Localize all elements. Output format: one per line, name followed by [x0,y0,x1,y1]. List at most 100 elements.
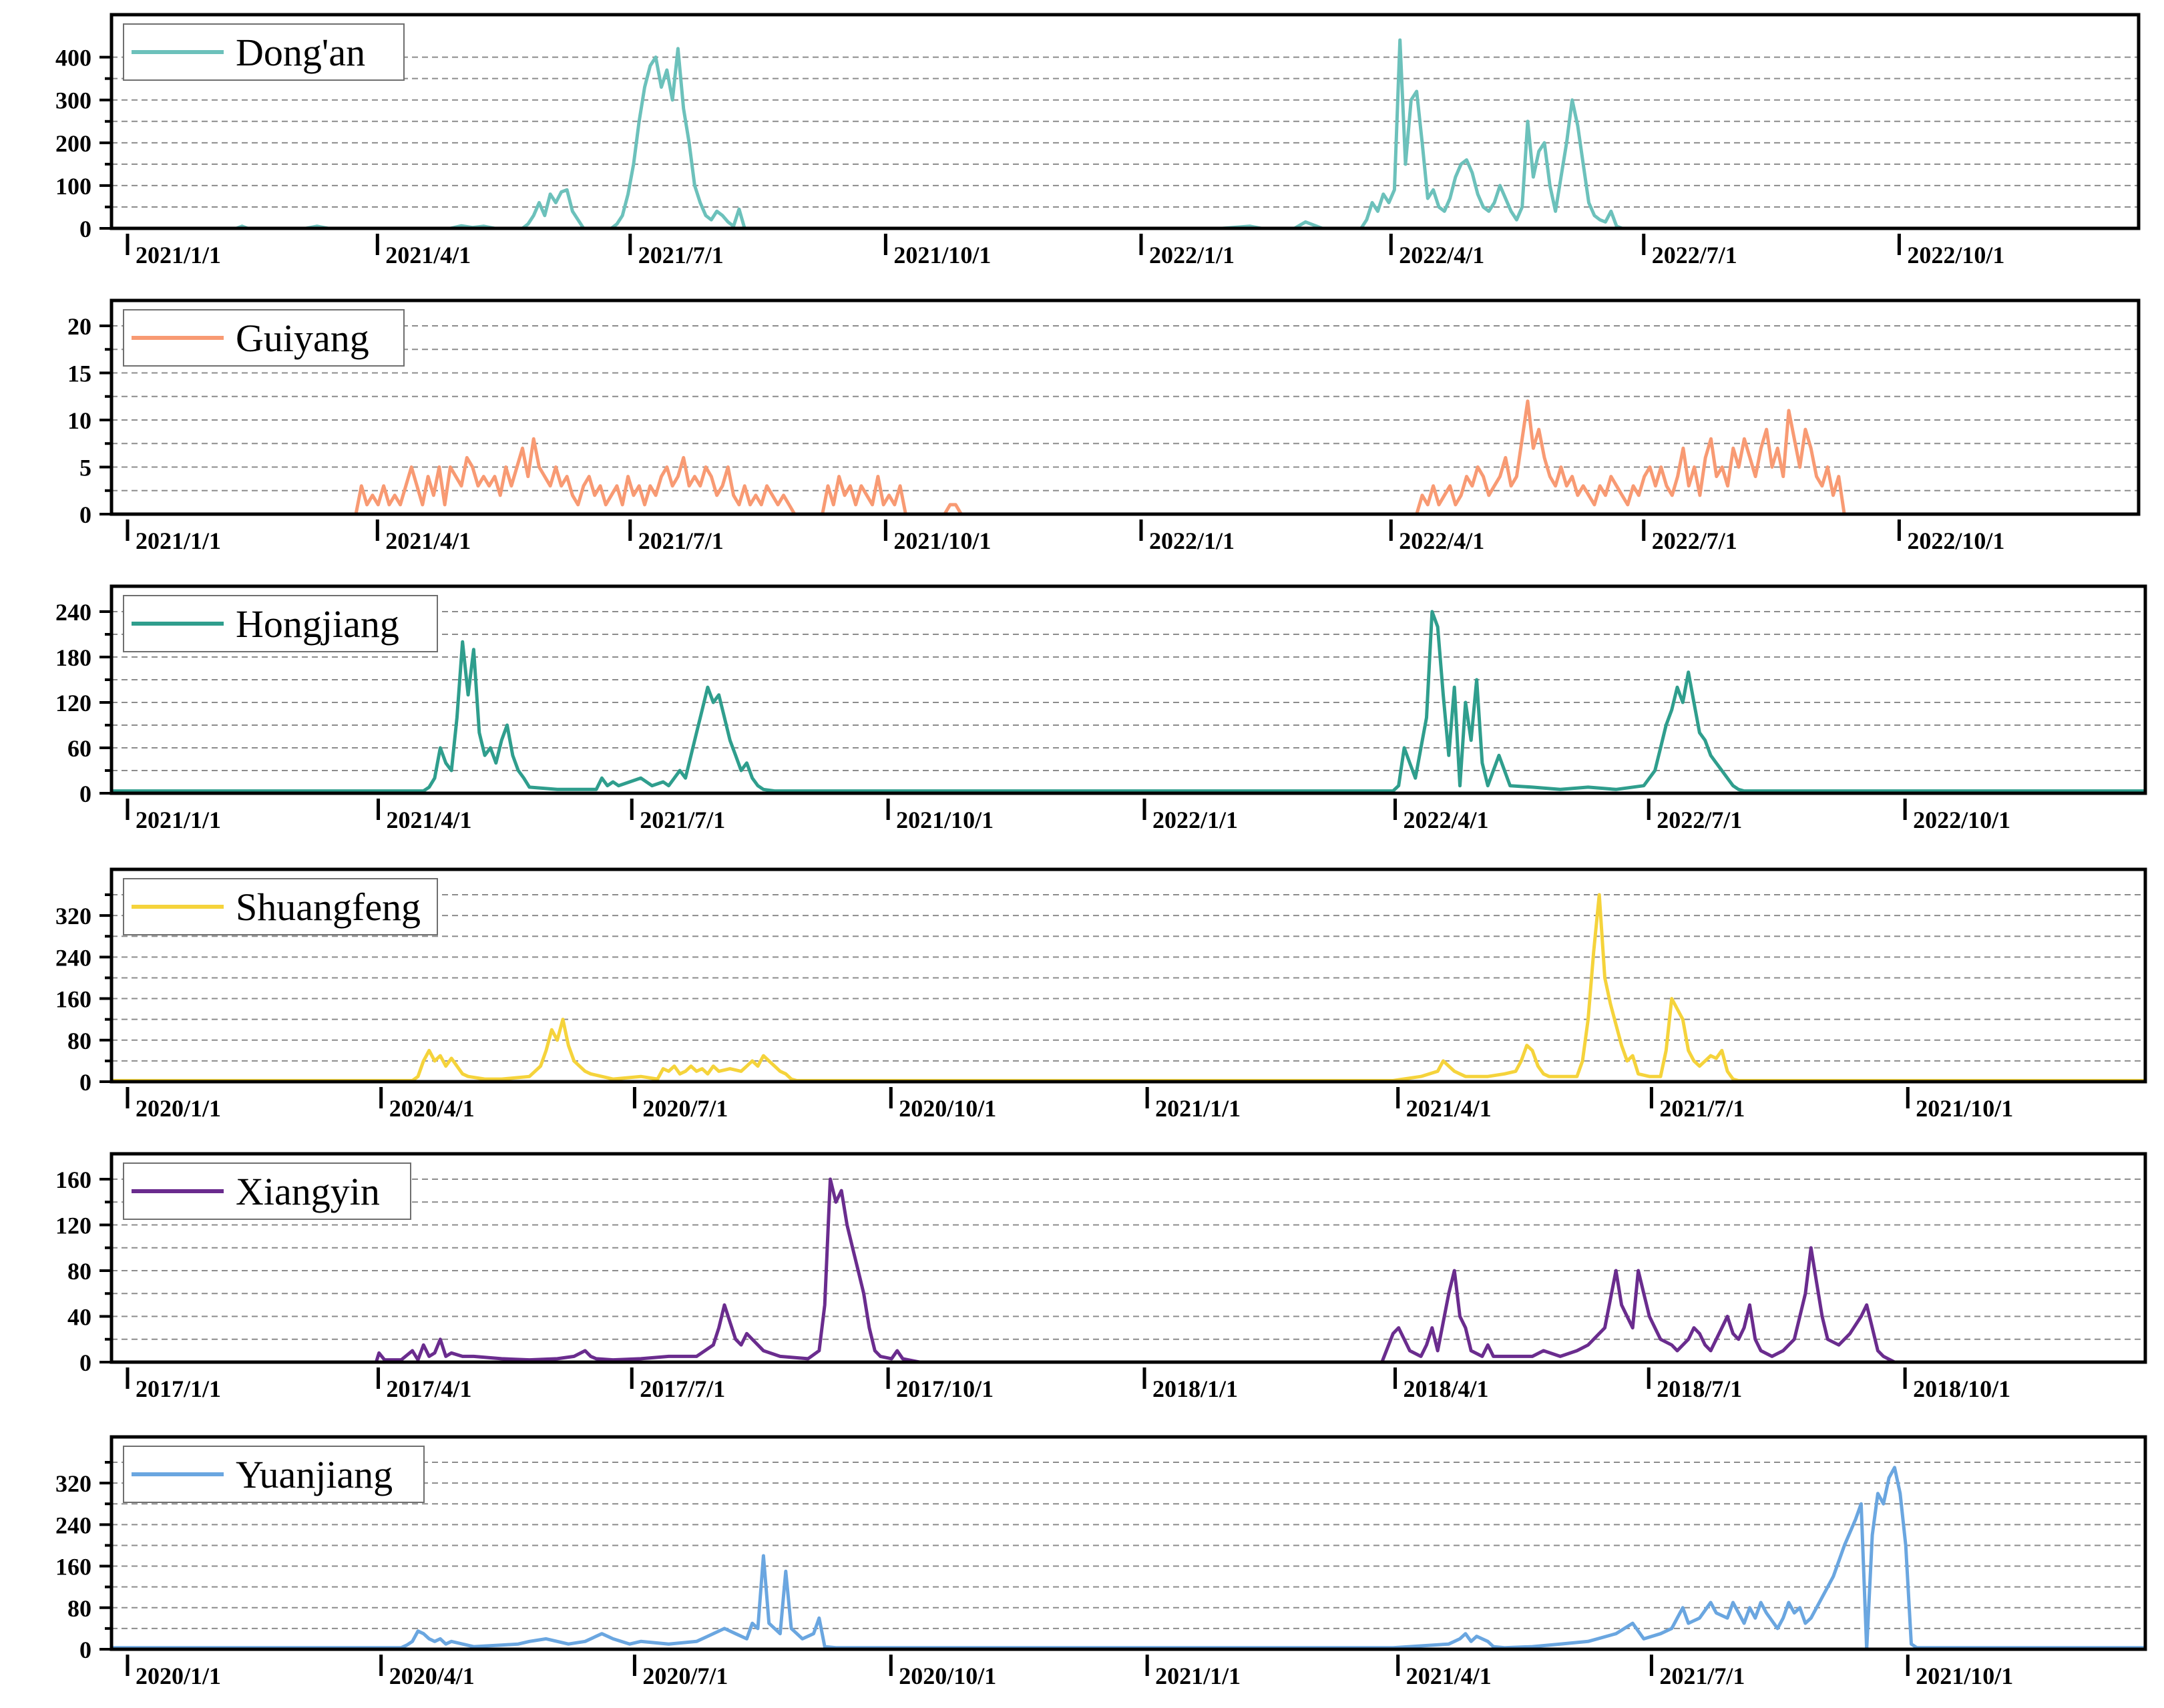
x-tick-label: 2020/1/1 [136,1663,221,1689]
y-tick-label: 400 [55,45,91,71]
plot-frame [110,1152,2147,1364]
x-tick-label: 2020/10/1 [899,1095,996,1122]
y-tick-label: 80 [67,1258,91,1285]
series-line-dongan [112,38,2139,230]
y-tick-label: 240 [55,1512,91,1538]
x-tick-label: 2020/7/1 [642,1095,728,1122]
chart-panel-5: 0 80 160 240 320 2020/1/1 2020/4/1 2020/7/1 2020… [55,1435,2147,1689]
x-tick-label: 2020/1/1 [136,1095,221,1122]
x-tick-label: 2021/10/1 [893,527,991,554]
chart-panel-2: 0 60 120 180 240 2021/1/1 2021/4/1 2021/7/1 2021… [55,584,2147,833]
x-tick-label: 2021/10/1 [1916,1095,2013,1122]
x-tick-label: 2017/4/1 [387,1375,472,1402]
y-tick-label: 120 [55,690,91,716]
y-tick-label: 60 [67,735,91,762]
legend-label: Shuangfeng [236,885,421,929]
y-tick-label: 0 [79,501,91,528]
y-tick-label: 5 [79,455,91,481]
y-tick-label: 160 [55,1166,91,1193]
x-tick-label: 2018/4/1 [1403,1375,1489,1402]
x-tick-label: 2021/7/1 [638,527,724,554]
y-tick-label: 180 [55,644,91,671]
y-tick-label: 300 [55,87,91,114]
x-tick-label: 2021/10/1 [893,242,991,268]
x-tick-label: 2021/7/1 [1659,1663,1745,1689]
x-tick-label: 2017/10/1 [896,1375,994,1402]
y-tick-label: 240 [55,599,91,626]
x-tick-label: 2021/4/1 [387,807,472,833]
legend-box [123,1162,411,1220]
x-tick-label: 2022/7/1 [1657,807,1742,833]
x-tick-label: 2021/1/1 [1155,1095,1241,1122]
x-tick-label: 2022/1/1 [1149,527,1235,554]
plot-frame [110,1435,2147,1651]
y-tick-label: 0 [79,781,91,807]
x-tick-label: 2021/4/1 [385,527,471,554]
legend-label: Dong'an [236,31,365,74]
series-line-yuanjiang [112,1466,2145,1651]
x-tick-label: 2021/10/1 [1916,1663,2013,1689]
legend-label: Yuanjiang [236,1453,393,1496]
x-tick-label: 2021/4/1 [1406,1095,1492,1122]
plot-frame [110,584,2147,795]
x-tick-label: 2021/1/1 [136,807,221,833]
x-tick-label: 2017/1/1 [136,1375,221,1402]
x-tick-label: 2018/10/1 [1913,1375,2010,1402]
x-tick-label: 2022/1/1 [1149,242,1235,268]
y-tick-label: 160 [55,986,91,1013]
series-line-hongjiang [112,610,2145,793]
series-line-guiyang [112,399,2139,516]
x-tick-label: 2020/4/1 [389,1663,475,1689]
chart-panel-1: 0 5 10 15 20 2021/1/1 2021/4/1 2021/7/1 2021/10/… [67,298,2141,554]
y-tick-label: 20 [67,313,91,340]
x-tick-label: 2021/1/1 [136,527,221,554]
legend-label: Hongjiang [236,602,399,646]
series-line-xiangyin [112,1177,2145,1364]
y-tick-label: 200 [55,130,91,157]
y-tick-label: 80 [67,1595,91,1622]
x-tick-label: 2020/4/1 [389,1095,475,1122]
plot-frame [110,867,2147,1084]
x-tick-label: 2021/4/1 [1406,1663,1492,1689]
x-tick-label: 2021/7/1 [1659,1095,1745,1122]
y-tick-label: 10 [67,407,91,434]
x-tick-label: 2021/1/1 [136,242,221,268]
y-tick-label: 100 [55,173,91,200]
plot-frame [110,298,2141,516]
y-tick-label: 0 [79,1637,91,1663]
x-tick-label: 2020/10/1 [899,1663,996,1689]
chart-panel-4: 0 40 80 120 160 2017/1/1 2017/4/1 2017/7/1 2017/… [55,1152,2147,1402]
x-tick-label: 2022/4/1 [1399,527,1484,554]
series-line-shuangfeng [112,893,2145,1082]
y-tick-label: 15 [67,361,91,387]
y-tick-label: 40 [67,1304,91,1331]
legend-label: Xiangyin [236,1170,380,1213]
x-tick-label: 2022/10/1 [1907,527,2004,554]
y-tick-label: 0 [79,1069,91,1096]
x-tick-label: 2018/7/1 [1657,1375,1742,1402]
chart-panel-3: 0 80 160 240 320 2020/1/1 2020/4/1 2020/7/1 2020… [55,867,2147,1122]
x-tick-label: 2022/4/1 [1403,807,1489,833]
y-tick-label: 0 [79,216,91,242]
x-tick-label: 2020/7/1 [642,1663,728,1689]
x-tick-label: 2022/7/1 [1652,527,1737,554]
x-tick-label: 2022/4/1 [1399,242,1484,268]
x-tick-label: 2022/10/1 [1907,242,2004,268]
y-tick-label: 320 [55,903,91,929]
chart-panel-0: 0 100 200 300 400 2021/1/1 2021/4/1 2021/7/1 202… [55,13,2141,268]
y-tick-label: 0 [79,1349,91,1376]
x-tick-label: 2022/1/1 [1152,807,1238,833]
x-tick-label: 2017/7/1 [640,1375,725,1402]
x-tick-label: 2021/10/1 [896,807,994,833]
x-tick-label: 2021/4/1 [385,242,471,268]
y-tick-label: 120 [55,1213,91,1239]
x-tick-label: 2022/10/1 [1913,807,2010,833]
x-tick-label: 2021/7/1 [638,242,724,268]
x-tick-label: 2022/7/1 [1652,242,1737,268]
x-tick-label: 2018/1/1 [1152,1375,1238,1402]
x-tick-label: 2021/7/1 [640,807,725,833]
y-tick-label: 80 [67,1028,91,1054]
y-tick-label: 320 [55,1470,91,1497]
y-tick-label: 240 [55,944,91,971]
